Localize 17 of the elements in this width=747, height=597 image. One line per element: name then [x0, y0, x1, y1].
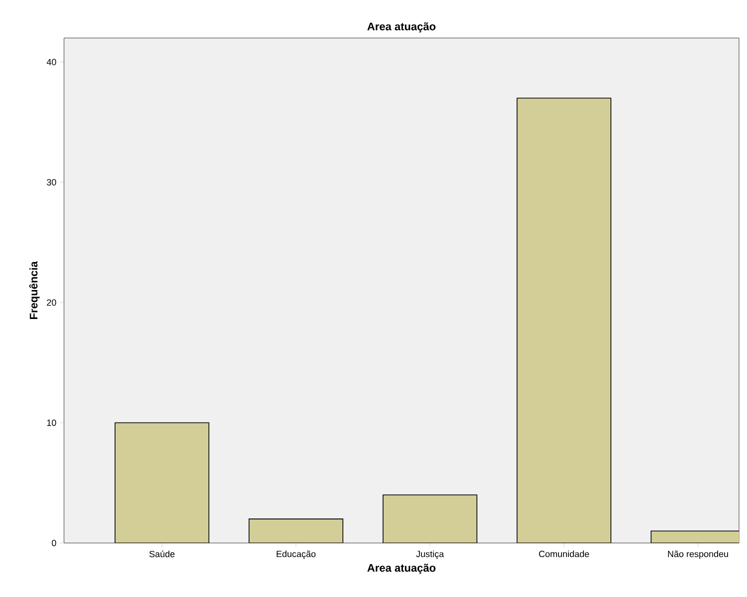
- chart-title: Area atuação: [367, 22, 436, 32]
- y-tick-label: 20: [46, 299, 56, 306]
- x-axis-title: Area atuação: [367, 564, 436, 574]
- x-tick-label: Não respondeu: [668, 550, 728, 559]
- y-tick-label: 10: [47, 420, 56, 426]
- bar: [382, 494, 478, 543]
- x-tick-label: Justiça: [416, 550, 444, 559]
- y-tick-label: 30: [46, 179, 56, 186]
- bar: [249, 518, 343, 543]
- y-axis-title: Frequência: [29, 261, 40, 319]
- x-tick-label: Comunidade: [539, 550, 590, 558]
- y-tick-label: 40: [46, 58, 56, 66]
- y-tick-label: 0: [52, 540, 56, 546]
- bar: [114, 422, 210, 543]
- x-tick-label: Educação: [276, 550, 316, 559]
- x-tick-label: Saúde: [149, 550, 175, 558]
- bar: [516, 98, 612, 543]
